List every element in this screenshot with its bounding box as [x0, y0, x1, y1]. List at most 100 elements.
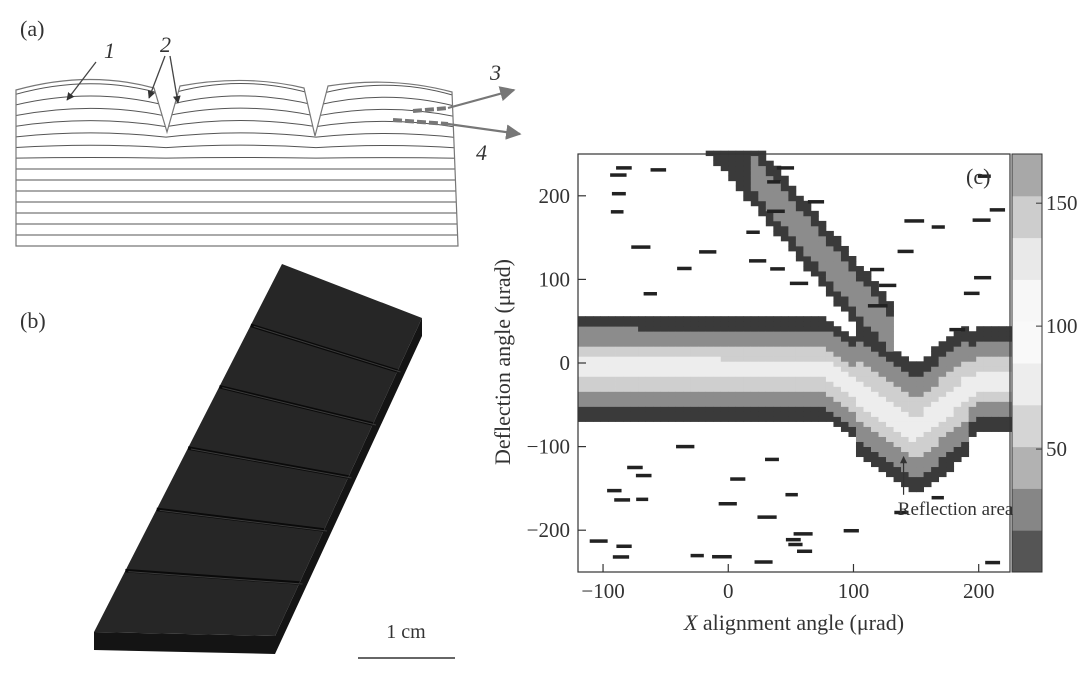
heatmap-cell	[623, 376, 631, 382]
heatmap-cell	[825, 416, 834, 422]
heatmap-cell	[645, 321, 654, 327]
heatmap-cell	[578, 346, 586, 352]
heatmap-noise-cell	[676, 444, 695, 449]
heatmap-cell	[698, 321, 707, 327]
heatmap-cell	[585, 316, 594, 322]
heatmap-cell	[976, 376, 985, 382]
heatmap-cell	[600, 316, 609, 322]
heatmap-cell	[780, 396, 789, 402]
heatmap-cell	[878, 376, 887, 382]
heatmap-cell	[901, 416, 909, 422]
heatmap-cell	[833, 366, 842, 372]
heatmap-cell	[735, 346, 744, 352]
heatmap-cell	[938, 421, 947, 427]
heatmap-cell	[578, 376, 586, 382]
heatmap-cell	[750, 185, 759, 192]
heatmap-cell	[886, 321, 894, 327]
heatmap-cell	[886, 346, 894, 352]
heatmap-cell	[901, 411, 909, 417]
heatmap-noise-cell	[974, 275, 992, 280]
heatmap-cell	[810, 326, 819, 332]
heatmap-cell	[863, 341, 872, 347]
heatmap-cell	[871, 376, 879, 382]
heatmap-cell	[743, 386, 752, 392]
heatmap-cell	[886, 466, 894, 473]
heatmap-cell	[705, 396, 714, 402]
heatmap-cell	[735, 160, 744, 167]
heatmap-cell	[848, 296, 857, 302]
heatmap-cell	[803, 321, 812, 327]
heatmap-cell	[916, 451, 924, 458]
heatmap-cell	[593, 361, 601, 367]
heatmap-cell	[653, 411, 662, 417]
heatmap-cell	[728, 165, 737, 172]
heatmap-cell	[886, 366, 894, 372]
heatmap-cell	[690, 326, 699, 332]
heatmap-cell	[615, 336, 624, 342]
heatmap-noise-cell	[614, 498, 631, 502]
heatmap-cell	[653, 356, 662, 362]
heatmap-cell	[713, 160, 722, 167]
heatmap-cell	[825, 341, 834, 347]
heatmap-cell	[765, 200, 774, 207]
heatmap-cell	[893, 436, 902, 442]
heatmap-cell	[886, 461, 894, 468]
heatmap-cell	[683, 376, 692, 382]
heatmap-cell	[773, 220, 782, 227]
heatmap-cell	[720, 396, 729, 402]
heatmap-cell	[931, 381, 940, 387]
heatmap-cell	[788, 235, 797, 242]
heatmap-cell	[750, 406, 759, 412]
heatmap-cell	[765, 190, 774, 197]
heatmap-cell	[773, 210, 782, 217]
heatmap-cell	[803, 371, 812, 377]
heatmap-cell	[735, 391, 744, 397]
heatmap-cell	[735, 401, 744, 407]
heatmap-cell	[668, 401, 677, 407]
heatmap-cell	[705, 150, 714, 157]
heatmap-noise-cell	[612, 555, 630, 559]
heatmap-cell	[998, 336, 1007, 342]
heatmap-cell	[773, 200, 782, 207]
heatmap-cell	[961, 436, 970, 442]
heatmap-cell	[893, 471, 902, 478]
heatmap-cell	[735, 165, 744, 172]
heatmap-cell	[765, 336, 774, 342]
heatmap-cell	[886, 436, 894, 442]
heatmap-cell	[961, 391, 970, 397]
heatmap-cell	[795, 381, 804, 387]
heatmap-cell	[615, 356, 624, 362]
callout-1-arrow	[66, 61, 97, 101]
heatmap-cell	[863, 426, 872, 432]
heatmap-cell	[893, 431, 902, 437]
heatmap-cell	[810, 341, 819, 347]
heatmap-cell	[765, 205, 774, 212]
heatmap-cell	[645, 386, 654, 392]
heatmap-cell	[765, 165, 774, 172]
heatmap-cell	[953, 431, 962, 437]
heatmap-cell	[983, 421, 992, 427]
heatmap-cell	[728, 401, 737, 407]
heatmap-cell	[698, 396, 707, 402]
heatmap-cell	[976, 416, 985, 422]
heatmap-cell	[916, 401, 924, 407]
heatmap-cell	[803, 261, 812, 267]
heatmap-cell	[878, 436, 887, 442]
heatmap-cell	[743, 411, 752, 417]
heatmap-cell	[585, 321, 594, 327]
heatmap-cell	[690, 416, 699, 422]
heatmap-cell	[758, 180, 767, 187]
heatmap-cell	[660, 376, 669, 382]
heatmap-cell	[825, 235, 834, 242]
heatmap-cell	[623, 361, 631, 367]
heatmap-cell	[931, 346, 940, 352]
heatmap-noise-cell	[589, 539, 608, 543]
heatmap-cell	[645, 326, 654, 332]
heatmap-cell	[773, 356, 782, 362]
heatmap-cell	[773, 170, 782, 177]
heatmap-cell	[886, 311, 894, 317]
heatmap-cell	[585, 396, 594, 402]
heatmap-cell	[788, 210, 797, 217]
callout-1: 1	[104, 38, 115, 63]
heatmap-cell	[953, 376, 962, 382]
